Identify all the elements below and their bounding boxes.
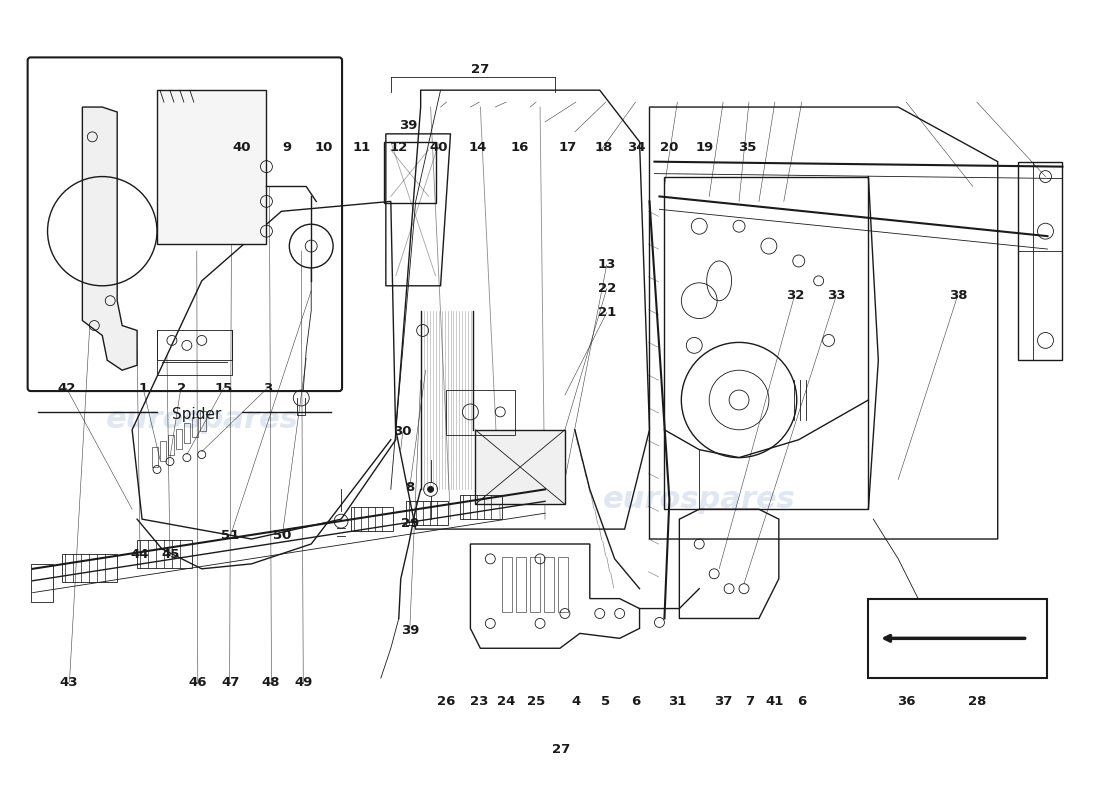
Text: 14: 14	[469, 141, 487, 154]
Text: eurospares: eurospares	[603, 485, 795, 514]
Text: 42: 42	[57, 382, 76, 394]
Text: 40: 40	[429, 141, 448, 154]
Text: 26: 26	[437, 695, 455, 708]
Bar	[191, 417, 198, 437]
Bar	[176, 429, 182, 449]
Bar	[63, 554, 118, 582]
Bar	[152, 446, 158, 466]
Text: 6: 6	[798, 695, 806, 708]
Text: 43: 43	[59, 675, 78, 689]
Text: 22: 22	[597, 282, 616, 295]
Text: 32: 32	[786, 289, 804, 302]
Bar	[184, 423, 190, 442]
Text: 27: 27	[471, 63, 490, 76]
Text: 44: 44	[130, 549, 148, 562]
Text: 36: 36	[898, 695, 916, 708]
Bar	[868, 598, 1047, 678]
Bar	[446, 390, 515, 434]
Text: 2: 2	[177, 382, 186, 394]
Text: 3: 3	[263, 382, 273, 394]
Text: 10: 10	[315, 141, 332, 154]
Bar	[516, 557, 526, 611]
Text: 16: 16	[510, 141, 528, 154]
Circle shape	[428, 486, 433, 492]
Text: 7: 7	[745, 695, 754, 708]
Text: 51: 51	[221, 529, 240, 542]
Text: 1: 1	[139, 382, 147, 394]
Text: 47: 47	[221, 675, 240, 689]
Bar	[31, 564, 53, 602]
Bar	[530, 557, 540, 611]
Text: 45: 45	[161, 549, 179, 562]
Text: 31: 31	[668, 695, 686, 708]
Text: 11: 11	[353, 141, 371, 154]
Text: 39: 39	[400, 624, 419, 637]
Text: 40: 40	[232, 141, 251, 154]
Text: 27: 27	[552, 743, 570, 756]
Bar	[558, 557, 568, 611]
Text: 15: 15	[214, 382, 233, 394]
Text: 9: 9	[283, 141, 292, 154]
Text: 50: 50	[273, 529, 292, 542]
Text: 23: 23	[470, 695, 488, 708]
Text: 17: 17	[559, 141, 576, 154]
Text: 8: 8	[405, 481, 415, 494]
Text: 39: 39	[399, 119, 418, 133]
Text: 6: 6	[630, 695, 640, 708]
Bar	[475, 430, 565, 504]
Text: 49: 49	[295, 675, 312, 689]
Text: 25: 25	[527, 695, 544, 708]
Text: 46: 46	[188, 675, 207, 689]
Text: 33: 33	[827, 289, 846, 302]
Text: 29: 29	[400, 517, 419, 530]
Text: 41: 41	[766, 695, 783, 708]
Bar	[160, 441, 166, 461]
Bar	[406, 502, 448, 525]
Bar	[351, 507, 393, 531]
Text: 21: 21	[597, 306, 616, 319]
Bar	[168, 434, 174, 454]
Text: 4: 4	[572, 695, 581, 708]
Text: 38: 38	[949, 289, 968, 302]
Text: eurospares: eurospares	[106, 406, 298, 434]
Text: 19: 19	[695, 141, 714, 154]
Text: 24: 24	[497, 695, 516, 708]
Bar	[1018, 162, 1063, 360]
Bar	[200, 411, 206, 430]
Bar	[544, 557, 554, 611]
Text: Spider: Spider	[172, 407, 221, 422]
Text: 13: 13	[597, 258, 616, 271]
Text: 37: 37	[714, 695, 733, 708]
Bar	[503, 557, 513, 611]
Text: 48: 48	[262, 675, 280, 689]
Text: 5: 5	[602, 695, 610, 708]
Text: 30: 30	[393, 426, 411, 438]
Text: 28: 28	[968, 695, 986, 708]
Bar	[138, 540, 191, 568]
Bar	[384, 142, 436, 203]
Polygon shape	[82, 107, 138, 370]
Bar	[157, 90, 266, 244]
Text: 20: 20	[660, 141, 679, 154]
Text: 34: 34	[627, 141, 646, 154]
Text: 18: 18	[594, 141, 613, 154]
Bar	[157, 330, 232, 360]
Text: 35: 35	[738, 141, 756, 154]
Text: 12: 12	[389, 141, 408, 154]
Bar	[461, 495, 503, 519]
